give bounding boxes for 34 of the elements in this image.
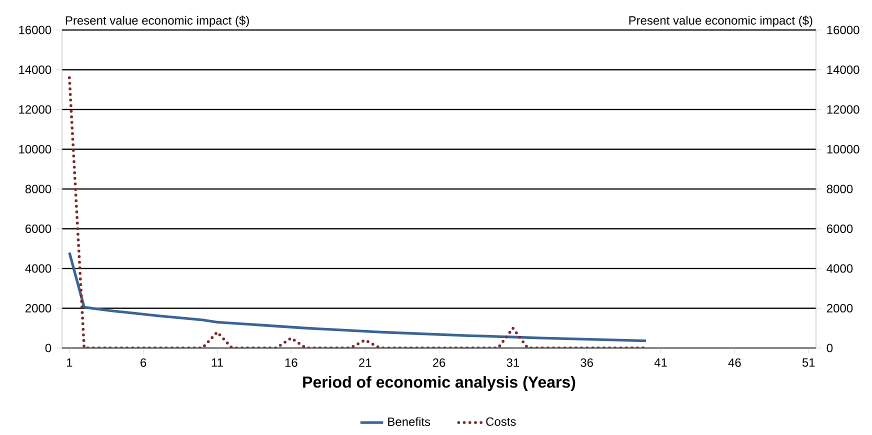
y-tick-label: 6000 <box>26 224 52 233</box>
x-tick-label: 36 <box>580 358 593 367</box>
y-axis-title: Present value economic impact ($) <box>66 16 249 28</box>
x-tick-label: 31 <box>506 358 519 367</box>
y2-tick-label: 10000 <box>827 144 860 154</box>
y2-tick-label: 14000 <box>827 65 860 74</box>
x-tick-label: 16 <box>285 358 298 367</box>
y2-tick-label: 0 <box>826 344 833 352</box>
x-tick-label: 11 <box>212 358 223 367</box>
x-axis-title: Period of economic analysis (Years) <box>303 376 576 391</box>
legend-label: Benefits <box>388 417 430 426</box>
x-tick-label: 21 <box>359 358 372 367</box>
y-tick-label: 2000 <box>26 304 52 312</box>
y2-tick-label: 12000 <box>827 105 860 114</box>
x-tick-label: 1 <box>66 358 72 367</box>
y-tick-label: 14000 <box>19 65 52 74</box>
x-tick-label: 41 <box>654 358 667 367</box>
y2-tick-label: 16000 <box>827 26 860 34</box>
legend-label: Costs <box>486 417 516 426</box>
x-tick-label: 6 <box>140 358 146 367</box>
y-tick-label: 8000 <box>25 184 52 194</box>
y-tick-label: 16000 <box>19 26 52 34</box>
y2-tick-label: 6000 <box>826 224 853 233</box>
y2-axis-title: Present value economic impact ($) <box>629 16 812 28</box>
y2-tick-label: 8000 <box>826 184 853 194</box>
y-tick-label: 12000 <box>19 105 52 114</box>
x-tick-label: 26 <box>432 358 446 367</box>
y-tick-label: 4000 <box>25 264 52 273</box>
y-tick-label: 0 <box>45 344 52 352</box>
x-tick-label: 46 <box>728 358 741 367</box>
x-tick-label: 51 <box>802 358 815 367</box>
y-tick-label: 10000 <box>19 144 52 154</box>
y2-tick-label: 2000 <box>826 304 853 312</box>
y2-tick-label: 4000 <box>826 264 853 273</box>
